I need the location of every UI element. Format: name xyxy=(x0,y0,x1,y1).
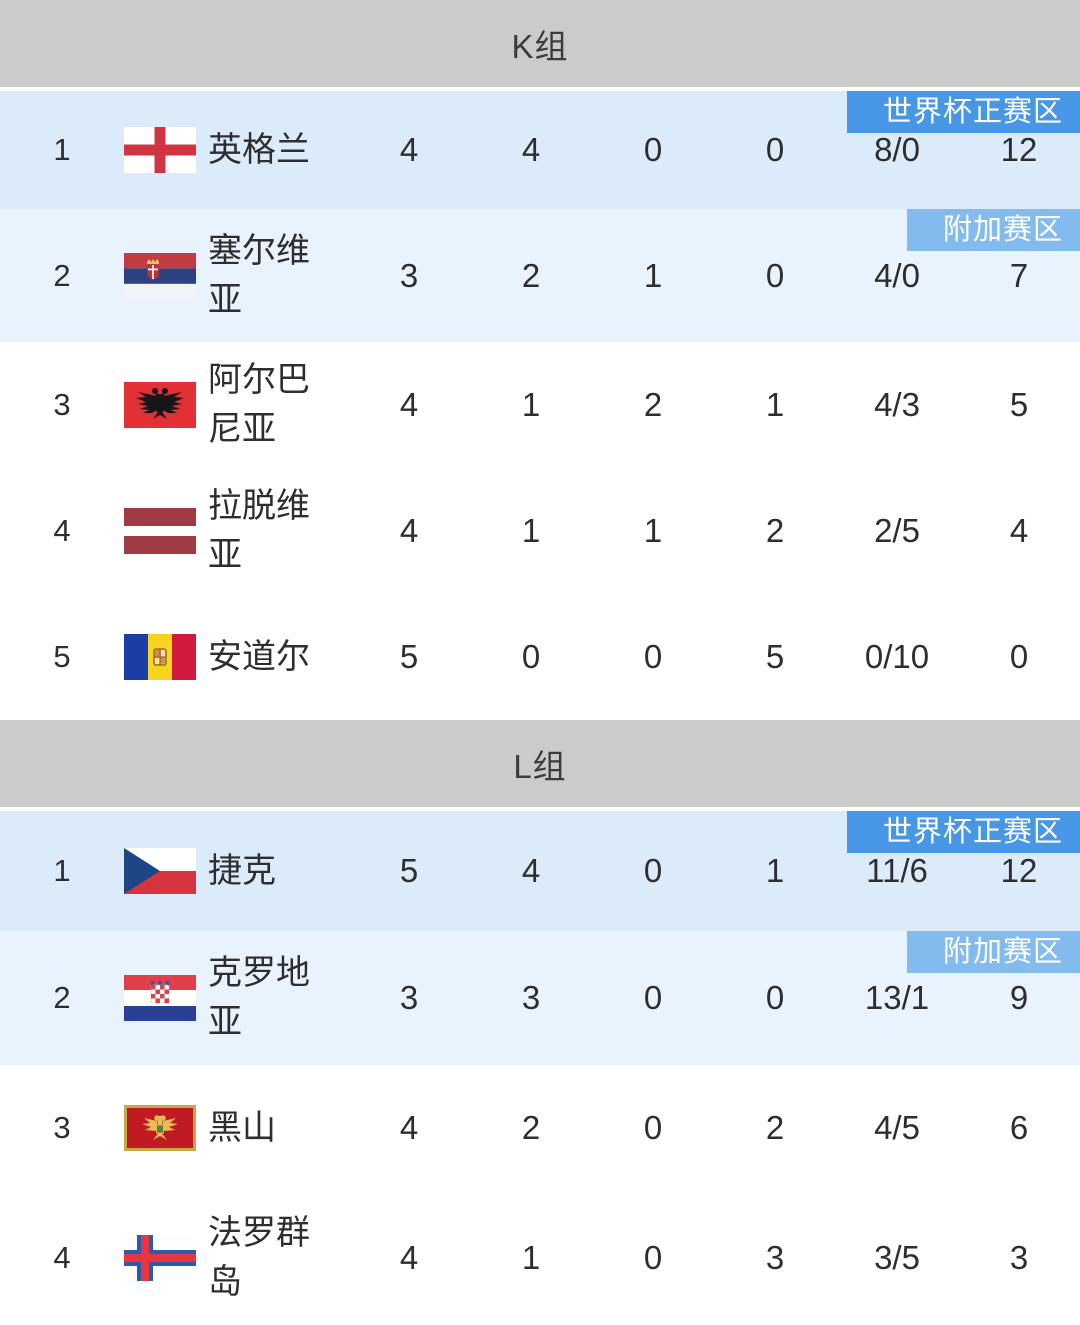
team-name: 法罗群岛 xyxy=(208,1214,310,1301)
team-name: 克罗地亚 xyxy=(208,954,310,1041)
stat-goals: 11/6 xyxy=(866,852,928,889)
rank-number: 2 xyxy=(53,980,71,1015)
qualification-zone-badge: 附加赛区 xyxy=(906,931,1080,973)
stat-played: 5 xyxy=(399,852,419,889)
team-row[interactable]: 2 塞尔维亚 3 2 1 0 4/0 7 附加赛区 xyxy=(0,209,1080,342)
team-name: 黑山 xyxy=(208,1108,276,1147)
team-name: 英格兰 xyxy=(208,130,310,169)
stat-won: 0 xyxy=(521,638,541,675)
stat-lost: 0 xyxy=(765,979,785,1016)
stat-goals: 4/3 xyxy=(874,386,920,423)
flag-andorra-icon xyxy=(124,634,208,680)
stat-drawn: 1 xyxy=(643,512,663,549)
stat-lost: 0 xyxy=(765,256,785,294)
team-name: 捷克 xyxy=(208,851,276,890)
stat-played: 4 xyxy=(399,131,419,168)
stat-lost: 0 xyxy=(765,131,785,168)
team-name: 安道尔 xyxy=(208,637,310,676)
flag-czech-icon xyxy=(124,848,208,894)
qualification-zone-badge: 附加赛区 xyxy=(906,209,1080,251)
stat-drawn: 0 xyxy=(643,1109,663,1146)
team-name: 塞尔维亚 xyxy=(208,231,310,319)
stat-drawn: 0 xyxy=(643,131,663,168)
stat-drawn: 2 xyxy=(643,386,663,423)
stat-goals: 8/0 xyxy=(874,131,920,168)
team-row[interactable]: 1 捷克 5 4 0 1 11/6 12 世界杯正赛区 xyxy=(0,811,1080,931)
stat-goals: 0/10 xyxy=(864,638,930,675)
stat-played: 4 xyxy=(399,386,419,423)
stat-played: 5 xyxy=(399,638,419,675)
stat-won: 4 xyxy=(521,131,541,168)
flag-england-icon xyxy=(124,127,208,173)
team-name: 阿尔巴尼亚 xyxy=(208,361,310,448)
team-row[interactable]: 1 英格兰 4 4 0 0 8/0 12 世界杯正赛区 xyxy=(0,91,1080,209)
stat-goals: 4/5 xyxy=(874,1109,920,1146)
stat-drawn: 0 xyxy=(643,1239,663,1276)
stat-played: 4 xyxy=(399,1109,419,1146)
flag-faroe-icon xyxy=(124,1235,208,1281)
stat-won: 1 xyxy=(521,386,541,423)
flag-croatia-icon xyxy=(124,975,208,1021)
stat-won: 1 xyxy=(521,1239,541,1276)
group-title: K组 xyxy=(0,0,1080,87)
group-title: L组 xyxy=(0,720,1080,807)
stat-points: 12 xyxy=(1000,852,1038,889)
stat-won: 3 xyxy=(521,979,541,1016)
stat-played: 4 xyxy=(399,512,419,549)
stat-lost: 3 xyxy=(765,1239,785,1276)
stat-goals: 3/5 xyxy=(874,1239,920,1276)
stat-points: 12 xyxy=(1000,131,1038,168)
team-row[interactable]: 4 法罗群岛 4 1 0 3 3/5 3 xyxy=(0,1191,1080,1325)
stat-lost: 5 xyxy=(765,638,785,675)
stat-lost: 1 xyxy=(765,852,785,889)
stat-played: 4 xyxy=(399,1239,419,1276)
stat-drawn: 0 xyxy=(643,979,663,1016)
stat-won: 2 xyxy=(521,256,541,294)
stat-points: 6 xyxy=(1009,1109,1029,1146)
team-row[interactable]: 3 阿尔巴尼亚 4 1 2 1 4/3 5 xyxy=(0,342,1080,468)
rank-number: 3 xyxy=(53,1110,71,1145)
stat-won: 4 xyxy=(521,852,541,889)
stat-points: 7 xyxy=(1009,256,1029,294)
stat-drawn: 1 xyxy=(643,256,663,294)
team-row[interactable]: 3 黑山 4 2 0 2 4/5 6 xyxy=(0,1065,1080,1191)
rank-number: 4 xyxy=(53,1240,71,1275)
rank-number: 1 xyxy=(53,132,71,167)
stat-drawn: 0 xyxy=(643,638,663,675)
stat-lost: 1 xyxy=(765,386,785,423)
qualification-zone-badge: 世界杯正赛区 xyxy=(846,91,1080,133)
stat-goals: 4/0 xyxy=(874,256,920,294)
team-row[interactable]: 5 安道尔 5 0 0 5 0/10 0 xyxy=(0,594,1080,720)
team-name: 拉脱维亚 xyxy=(208,487,310,574)
team-row[interactable]: 2 克罗地亚 3 3 0 0 13/1 9 附加赛区 xyxy=(0,931,1080,1065)
stat-points: 3 xyxy=(1009,1239,1029,1276)
rank-number: 1 xyxy=(53,853,71,888)
stat-played: 3 xyxy=(399,256,419,294)
rank-number: 2 xyxy=(53,257,71,293)
stat-lost: 2 xyxy=(765,1109,785,1146)
qualification-zone-badge: 世界杯正赛区 xyxy=(846,811,1080,853)
flag-latvia-icon xyxy=(124,508,208,554)
stat-played: 3 xyxy=(399,979,419,1016)
stat-points: 9 xyxy=(1009,979,1029,1016)
flag-montenegro-icon xyxy=(124,1105,208,1151)
rank-number: 5 xyxy=(53,639,71,674)
stat-won: 1 xyxy=(521,512,541,549)
stat-points: 0 xyxy=(1009,638,1029,675)
rank-number: 3 xyxy=(53,387,71,422)
flag-albania-icon xyxy=(124,382,208,428)
team-row[interactable]: 4 拉脱维亚 4 1 1 2 2/5 4 xyxy=(0,468,1080,594)
rank-number: 4 xyxy=(53,513,71,548)
stat-goals: 2/5 xyxy=(874,512,920,549)
stat-points: 5 xyxy=(1009,386,1029,423)
stat-won: 2 xyxy=(521,1109,541,1146)
stat-points: 4 xyxy=(1009,512,1029,549)
stat-goals: 13/1 xyxy=(864,979,930,1016)
flag-serbia-icon xyxy=(124,252,208,299)
stat-lost: 2 xyxy=(765,512,785,549)
stat-drawn: 0 xyxy=(643,852,663,889)
